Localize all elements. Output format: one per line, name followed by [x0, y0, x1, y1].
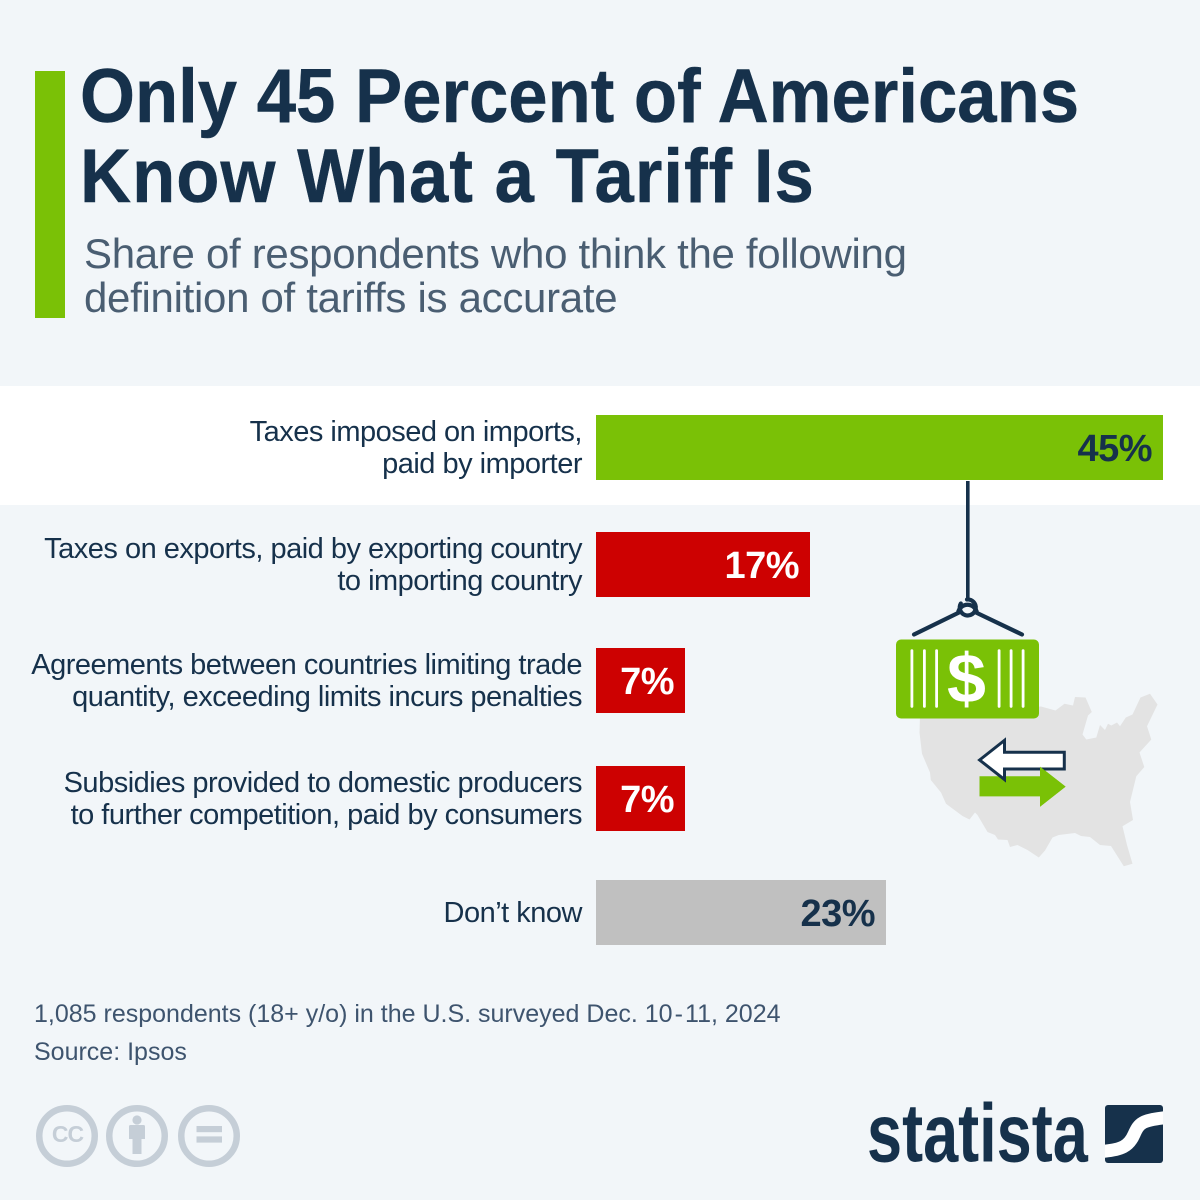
svg-text:CC: CC — [52, 1121, 84, 1147]
svg-text:$: $ — [947, 640, 986, 718]
svg-text:statista: statista — [867, 1095, 1089, 1175]
